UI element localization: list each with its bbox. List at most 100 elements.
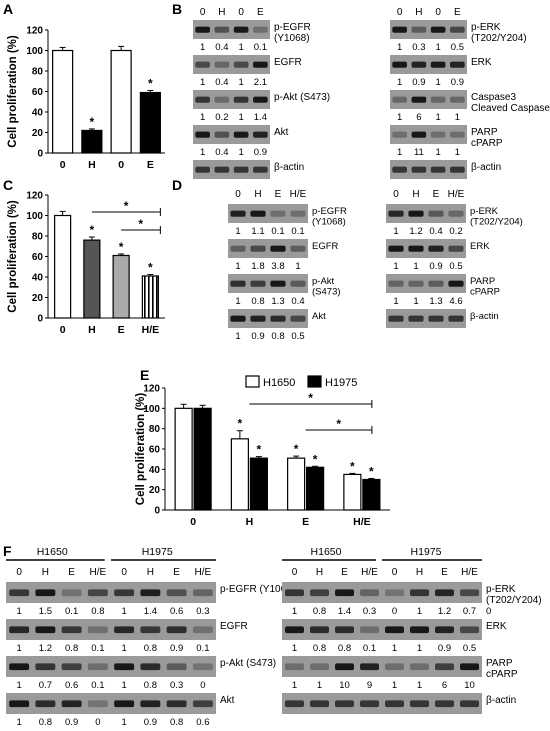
quant-value: 1.4 <box>254 112 267 123</box>
lane-label: H <box>254 189 261 200</box>
blot-band <box>430 166 446 173</box>
blot-label: p-Akt (S473) <box>274 92 330 103</box>
blot-band <box>114 626 135 634</box>
quant-value: 6 <box>442 680 447 691</box>
blot-label: Akt <box>274 127 289 138</box>
blot-band <box>290 210 306 217</box>
panel-letter: C <box>3 177 13 193</box>
quant-value: 1 <box>292 680 297 691</box>
quant-value: 0.9 <box>429 261 442 272</box>
blot-band <box>285 589 304 597</box>
quant-value: 0.8 <box>91 606 104 617</box>
quant-value: 0 <box>95 717 100 726</box>
blot-label-line: p-ERK <box>471 22 501 33</box>
blot-label-line: EGFR <box>220 621 248 632</box>
y-tick-label: 0 <box>37 314 43 325</box>
quant-value: 0.9 <box>451 77 464 88</box>
blot-band <box>87 626 108 634</box>
blot-label: p-Akt(S473) <box>312 276 341 298</box>
quant-value: 1 <box>393 261 398 272</box>
blot-band <box>61 663 82 671</box>
quant-value: 1 <box>200 112 205 123</box>
quant-value: 1 <box>16 606 21 617</box>
panel-letter: B <box>172 1 182 17</box>
blot-band <box>428 210 444 217</box>
blot-band <box>114 663 135 671</box>
blot-strip <box>386 204 466 223</box>
quant-value: 0.8 <box>39 717 52 726</box>
lane-label: 0 <box>16 567 22 578</box>
quant-value: 0.8 <box>338 643 351 654</box>
quant-value: 1 <box>238 77 243 88</box>
lane-label: H/E <box>90 567 107 578</box>
blot-label-line: EGFR <box>312 241 339 252</box>
lane-label: H <box>416 567 423 578</box>
significance-star: * <box>350 459 355 473</box>
blot-label-line: cPARP <box>486 669 518 680</box>
blot-label: ERK <box>470 241 490 252</box>
significance-star: * <box>148 260 153 274</box>
blot-band <box>460 589 479 597</box>
y-tick-label: 0 <box>37 149 43 160</box>
y-tick-label: 120 <box>143 384 160 395</box>
quant-value: 1 <box>455 112 460 123</box>
blot-label: p-EGFR(Y1068) <box>312 206 347 228</box>
quant-value: 0.2 <box>449 226 462 237</box>
lane-label: E <box>275 189 282 200</box>
blot-label: p-EGFR(Y1068) <box>274 22 311 44</box>
blot-band <box>460 663 479 671</box>
quant-value: 0.1 <box>196 643 209 654</box>
blot-band <box>430 26 446 33</box>
x-tick-label: E <box>302 516 309 528</box>
bar <box>193 407 212 511</box>
blot-strip <box>6 656 216 677</box>
blot-label-line: (T202/Y204) <box>470 217 523 228</box>
blot-label-line: Akt <box>220 695 235 706</box>
quant-value: 0 <box>486 606 491 617</box>
y-tick-label: 100 <box>26 46 43 57</box>
blot-band <box>253 166 268 173</box>
blot-band <box>253 131 268 138</box>
blot-band <box>410 663 429 671</box>
blot-label-line: p-EGFR <box>274 22 311 33</box>
x-tick-label: 0 <box>60 324 66 336</box>
blot-label-line: Akt <box>312 311 326 322</box>
quant-value: 0.2 <box>215 112 228 123</box>
blot-label-line: cPARP <box>471 138 503 149</box>
lane-label: E <box>454 7 461 18</box>
quant-value: 11 <box>414 147 424 158</box>
blot-strip <box>6 693 216 714</box>
quant-value: 0.5 <box>449 261 462 272</box>
quant-value: 1 <box>121 643 126 654</box>
blot-band <box>310 589 329 597</box>
blot-band <box>166 626 187 634</box>
blot-band <box>428 315 444 322</box>
significance-star: * <box>138 217 143 231</box>
blot-strip <box>390 125 467 144</box>
significance-star: * <box>308 391 313 405</box>
blot-band <box>410 626 429 634</box>
legend-label: H1975 <box>325 377 357 389</box>
blot-label: p-EGFR (Y1068) <box>220 584 295 595</box>
blot-band <box>360 589 379 597</box>
blot-band <box>430 61 446 68</box>
blot-strip <box>282 582 482 603</box>
significance-star: * <box>257 443 262 457</box>
x-tick-label: H <box>246 516 254 528</box>
blot-label-line: p-EGFR (Y1068) <box>220 584 295 595</box>
bar <box>343 473 362 511</box>
blot-band <box>460 626 479 634</box>
y-tick-label: 40 <box>32 273 44 284</box>
bar <box>110 49 132 154</box>
significance-star: * <box>238 417 243 431</box>
bar <box>83 239 101 319</box>
blot-strip <box>193 160 270 179</box>
blot-strip <box>282 619 482 640</box>
blot-strip <box>6 582 216 603</box>
blot-label: β-actin <box>486 695 516 706</box>
lane-label: E <box>441 567 448 578</box>
blot-band <box>270 315 286 322</box>
blot-strip <box>390 55 467 74</box>
quant-value: 1 <box>121 606 126 617</box>
